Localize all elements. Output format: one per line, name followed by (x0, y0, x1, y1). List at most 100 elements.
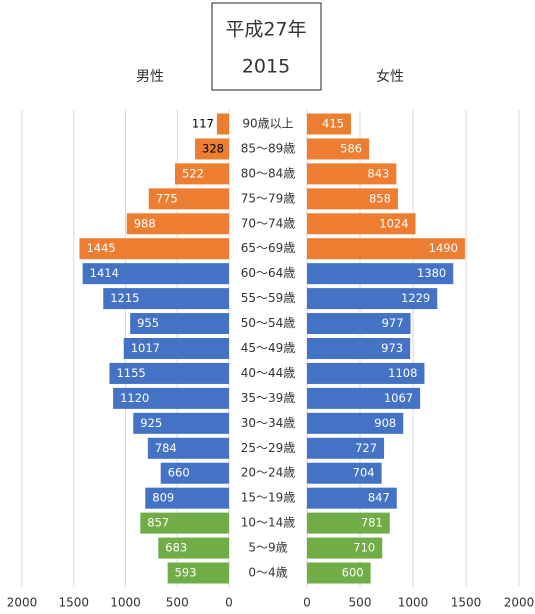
title-box (211, 2, 322, 91)
bar (123, 338, 229, 359)
category-label: 40〜44歳 (241, 366, 296, 380)
value-label: 1108 (388, 366, 417, 380)
bar (130, 313, 229, 335)
value-label: 710 (353, 541, 375, 555)
category-label: 50〜54歳 (241, 316, 296, 330)
bar (174, 163, 229, 185)
category-label: 70〜74歳 (241, 216, 296, 230)
value-label: 117 (192, 117, 214, 131)
bar (307, 338, 411, 359)
value-label: 809 (152, 491, 174, 505)
value-label: 586 (340, 141, 362, 155)
value-label: 955 (137, 316, 159, 330)
value-label: 593 (175, 566, 197, 580)
bar (133, 412, 229, 434)
value-label: 1024 (379, 216, 408, 230)
value-label: 683 (165, 541, 187, 555)
value-label: 858 (369, 191, 391, 205)
bar (307, 263, 454, 285)
bar (216, 113, 229, 135)
value-label: 843 (367, 166, 389, 180)
category-label: 85〜89歳 (241, 141, 296, 155)
category-label: 20〜24歳 (241, 466, 296, 480)
category-label: 10〜14歳 (241, 516, 296, 530)
chart-title: 平成27年 (225, 19, 306, 41)
bar (307, 113, 351, 135)
value-label: 988 (134, 216, 156, 230)
value-label: 522 (182, 166, 204, 180)
bar (307, 562, 371, 584)
value-label: 908 (374, 416, 396, 430)
x-tick-label: 0 (225, 596, 233, 610)
category-label: 45〜49歳 (241, 341, 296, 355)
bar (307, 487, 397, 509)
x-tick-label: 500 (349, 596, 372, 610)
bar (307, 213, 416, 235)
bar (307, 288, 438, 310)
bar (167, 562, 229, 584)
value-label: 1414 (90, 266, 119, 280)
series-label: 女性 (376, 68, 404, 85)
x-tick-label: 1500 (451, 596, 482, 610)
series-label: 男性 (136, 69, 164, 85)
bar (140, 512, 229, 534)
category-label: 5〜9歳 (248, 541, 287, 555)
bar (307, 238, 465, 260)
bar (307, 163, 397, 185)
category-label: 75〜79歳 (241, 191, 296, 205)
bar (103, 288, 229, 310)
category-label: 60〜64歳 (241, 266, 296, 280)
x-tick-label: 1000 (110, 596, 141, 610)
x-tick-label: 1000 (398, 596, 429, 610)
bar (195, 138, 229, 160)
chart-subtitle: 2015 (242, 56, 290, 78)
bar (160, 462, 229, 484)
value-label: 415 (322, 117, 344, 131)
bar (145, 487, 229, 509)
bar (307, 437, 385, 459)
bar (307, 387, 421, 409)
value-label: 781 (361, 516, 383, 530)
value-label: 925 (140, 416, 162, 430)
value-label: 857 (147, 516, 169, 530)
value-label: 784 (155, 441, 177, 455)
value-label: 660 (168, 466, 190, 480)
value-label: 1120 (120, 391, 149, 405)
value-label: 1380 (417, 266, 446, 280)
x-tick-label: 2000 (7, 596, 38, 610)
category-label: 25〜29歳 (241, 441, 296, 455)
x-tick-label: 2000 (504, 596, 535, 610)
value-label: 1067 (384, 391, 413, 405)
value-label: 1017 (131, 341, 160, 355)
value-label: 847 (368, 491, 390, 505)
value-label: 1490 (429, 241, 458, 255)
value-label: 600 (342, 566, 364, 580)
bar (109, 362, 229, 384)
category-label: 80〜84歳 (241, 166, 296, 180)
bar (307, 188, 398, 210)
category-label: 55〜59歳 (241, 291, 296, 305)
value-label: 1229 (401, 291, 430, 305)
bar (307, 462, 382, 484)
category-label: 30〜34歳 (241, 416, 296, 430)
bar (79, 238, 229, 260)
x-tick-label: 500 (166, 596, 189, 610)
bar (307, 512, 390, 534)
x-tick-label: 1500 (58, 596, 89, 610)
value-label: 704 (353, 466, 375, 480)
value-label: 727 (355, 441, 377, 455)
category-label: 90歳以上 (242, 117, 293, 131)
category-label: 35〜39歳 (241, 391, 296, 405)
bar (126, 213, 229, 235)
category-label: 65〜69歳 (241, 241, 296, 255)
bar (158, 537, 229, 559)
value-label: 1215 (110, 291, 139, 305)
value-label: 977 (382, 316, 404, 330)
bar (307, 138, 370, 160)
bar (307, 537, 383, 559)
bar (307, 362, 425, 384)
bar (113, 387, 229, 409)
bar (148, 188, 229, 210)
category-label: 0〜4歳 (248, 566, 287, 580)
